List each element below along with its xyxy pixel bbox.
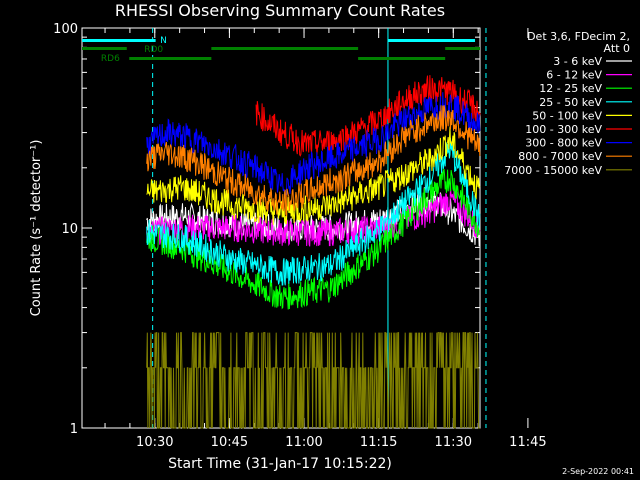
y-tick-label: 100 bbox=[53, 22, 78, 37]
y-tick-label: 10 bbox=[61, 222, 78, 237]
legend-entry-label: 300 - 800 keV bbox=[525, 137, 602, 150]
x-tick-label: 10:45 bbox=[211, 435, 248, 450]
series-line-4 bbox=[146, 137, 481, 286]
night-label: N bbox=[160, 36, 167, 46]
x-tick-label: 11:30 bbox=[435, 435, 472, 450]
rd6-bar bbox=[358, 57, 446, 60]
y-tick-label: 1 bbox=[70, 422, 78, 437]
x-tick-label: 11:45 bbox=[509, 435, 546, 450]
legend-entry-label: 6 - 12 keV bbox=[546, 69, 602, 82]
legend-entry-label: 100 - 300 keV bbox=[525, 123, 602, 136]
x-tick-label: 11:00 bbox=[285, 435, 322, 450]
series-line-9 bbox=[146, 332, 480, 429]
legend-header: Det 3,6, FDecim 2, bbox=[527, 30, 630, 43]
rd0-bar bbox=[82, 47, 127, 50]
x-tick-label: 11:15 bbox=[360, 435, 397, 450]
legend-entry-label: 7000 - 15000 keV bbox=[504, 164, 602, 177]
legend-entry-label: 12 - 25 keV bbox=[539, 82, 602, 95]
rd6-label: RD6 bbox=[101, 54, 120, 64]
legend-entry-label: 25 - 50 keV bbox=[539, 96, 602, 109]
timestamp: 2-Sep-2022 00:41 bbox=[562, 467, 634, 476]
legend-header: Att 0 bbox=[604, 42, 630, 55]
x-tick-label: 10:30 bbox=[136, 435, 173, 450]
rd6-bar bbox=[129, 57, 212, 60]
series-line-2 bbox=[146, 185, 481, 247]
series-line-7 bbox=[146, 92, 481, 196]
night-bar bbox=[387, 39, 476, 42]
rd0-bar bbox=[211, 47, 359, 50]
legend-entry-label: 800 - 7000 keV bbox=[518, 150, 602, 163]
chart-title: RHESSI Observing Summary Count Rates bbox=[115, 1, 445, 20]
x-axis-label: Start Time (31-Jan-17 10:15:22) bbox=[168, 456, 392, 472]
series-line-3 bbox=[146, 168, 480, 310]
rd0-label: RD0 bbox=[144, 45, 163, 55]
series-line-6 bbox=[255, 75, 481, 157]
rd0-bar bbox=[445, 47, 480, 50]
legend-entry-label: 3 - 6 keV bbox=[553, 55, 602, 68]
night-bar bbox=[82, 39, 156, 42]
series-line-8 bbox=[146, 105, 481, 217]
legend-entry-label: 50 - 100 keV bbox=[532, 109, 602, 122]
y-axis-label: Count Rate (s⁻¹ detector⁻¹) bbox=[29, 140, 44, 317]
series-line-5 bbox=[146, 126, 481, 225]
